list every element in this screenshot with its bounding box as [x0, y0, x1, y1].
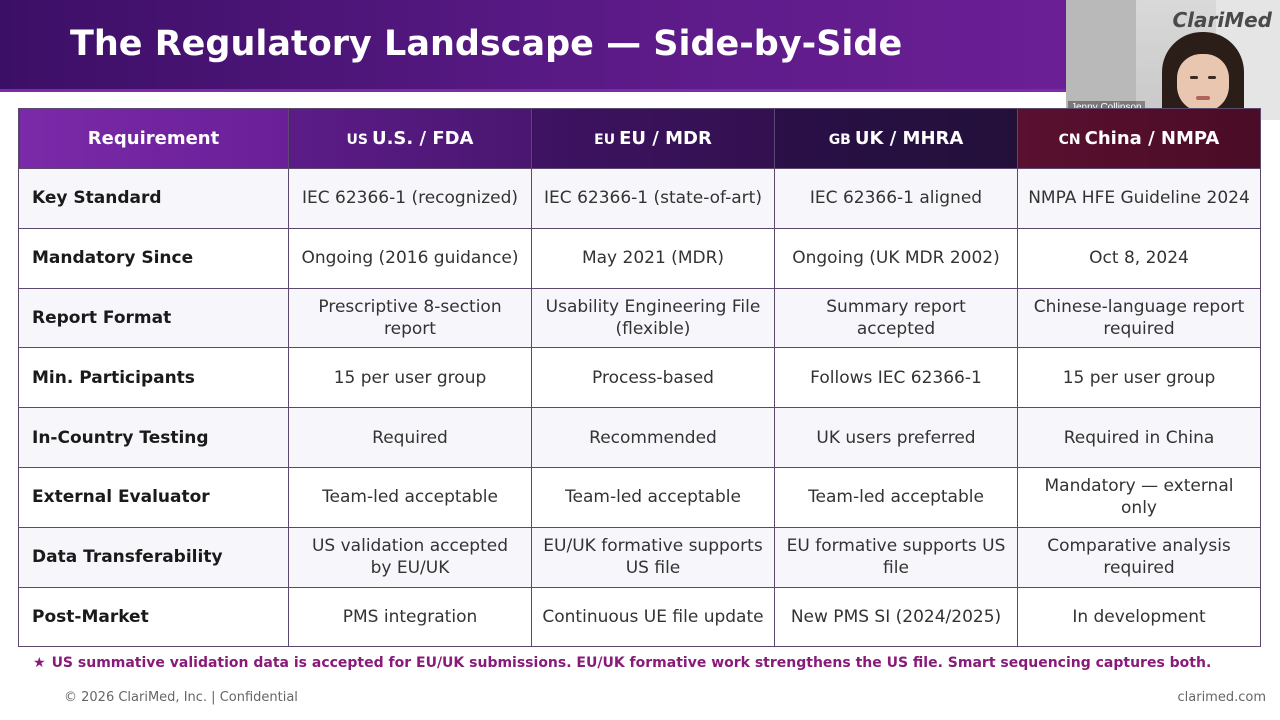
table-cell: PMS integration: [288, 586, 532, 648]
title-bar: The Regulatory Landscape — Side-by-Side: [0, 0, 1066, 92]
header-label: China / NMPA: [1084, 128, 1220, 149]
table-cell: NMPA HFE Guideline 2024: [1017, 168, 1261, 229]
header-label: U.S. / FDA: [371, 128, 474, 149]
header-label: UK / MHRA: [854, 128, 964, 149]
regulatory-comparison-table: Requirement US U.S. / FDA EU EU / MDR GB UK…: [18, 108, 1261, 648]
table-cell: Recommended: [531, 407, 775, 468]
header-label: Requirement: [87, 128, 220, 149]
table-cell: EU/UK formative supports US file: [531, 526, 775, 588]
table-cell: New PMS SI (2024/2025): [774, 586, 1018, 648]
row-label: Key Standard: [18, 168, 289, 229]
table-cell: Ongoing (UK MDR 2002): [774, 227, 1018, 289]
header-uk-mhra: GB UK / MHRA: [774, 108, 1018, 169]
table-cell: Usability Engineering File (flexible): [531, 287, 775, 349]
table-cell: Summary report accepted: [774, 287, 1018, 349]
table-cell: Mandatory — external only: [1017, 466, 1261, 528]
header-requirement: Requirement: [18, 108, 289, 169]
table-cell: IEC 62366-1 aligned: [774, 168, 1018, 229]
video-background: [1066, 0, 1136, 120]
table-row: Key Standard IEC 62366-1 (recognized) IE…: [18, 168, 1261, 229]
table-row: Min. Participants 15 per user group Proc…: [18, 347, 1261, 409]
gb-flag-icon: GB: [828, 132, 851, 148]
table-cell: Chinese-language report required: [1017, 287, 1261, 349]
header-label: EU / MDR: [619, 128, 712, 149]
table-cell: Team-led acceptable: [288, 466, 532, 528]
table-row: Report Format Prescriptive 8-section rep…: [18, 287, 1261, 349]
table-cell: Comparative analysis required: [1017, 526, 1261, 588]
table-cell: May 2021 (MDR): [531, 227, 775, 289]
footnote: ★ US summative validation data is accepte…: [33, 655, 1211, 671]
table-row: In-Country Testing Required Recommended …: [18, 407, 1261, 468]
cn-flag-icon: CN: [1058, 132, 1081, 148]
website-url: clarimed.com: [1177, 690, 1267, 705]
table-cell: Ongoing (2016 guidance): [288, 227, 532, 289]
table-cell: Team-led acceptable: [774, 466, 1018, 528]
table-cell: Required in China: [1017, 407, 1261, 468]
row-label: In-Country Testing: [18, 407, 289, 468]
presenter-eye: [1190, 76, 1198, 79]
table-cell: Oct 8, 2024: [1017, 227, 1261, 289]
row-label: Min. Participants: [18, 347, 289, 409]
star-icon: ★: [33, 655, 46, 671]
header-eu-mdr: EU EU / MDR: [531, 108, 775, 169]
row-label: External Evaluator: [18, 466, 289, 528]
table-cell: Follows IEC 62366-1: [774, 347, 1018, 409]
table-row: Mandatory Since Ongoing (2016 guidance) …: [18, 227, 1261, 289]
presenter-face: [1177, 54, 1229, 112]
footnote-text: US summative validation data is accepted…: [51, 655, 1212, 671]
table-row: Data Transferability US validation accep…: [18, 526, 1261, 588]
eu-flag-icon: EU: [594, 132, 616, 148]
presenter-mouth: [1196, 96, 1210, 100]
copyright-text: © 2026 ClariMed, Inc. | Confidential: [64, 690, 298, 705]
us-flag-icon: US: [346, 132, 368, 148]
presenter-video[interactable]: ClariMed Jenny Collinson: [1066, 0, 1280, 120]
table-cell: UK users preferred: [774, 407, 1018, 468]
table-cell: Team-led acceptable: [531, 466, 775, 528]
table-cell: IEC 62366-1 (recognized): [288, 168, 532, 229]
table-cell: EU formative supports US file: [774, 526, 1018, 588]
presenter-eye: [1208, 76, 1216, 79]
table-cell: 15 per user group: [1017, 347, 1261, 409]
table-header-row: Requirement US U.S. / FDA EU EU / MDR GB UK…: [18, 108, 1261, 169]
row-label: Report Format: [18, 287, 289, 349]
table-cell: US validation accepted by EU/UK: [288, 526, 532, 588]
row-label: Data Transferability: [18, 526, 289, 588]
clarimed-logo: ClariMed: [1172, 8, 1272, 32]
header-china-nmpa: CN China / NMPA: [1017, 108, 1261, 169]
table-cell: In development: [1017, 586, 1261, 648]
table-cell: Required: [288, 407, 532, 468]
table-cell: Continuous UE file update: [531, 586, 775, 648]
row-label: Post-Market: [18, 586, 289, 648]
table-cell: Process-based: [531, 347, 775, 409]
row-label: Mandatory Since: [18, 227, 289, 289]
table-row: External Evaluator Team-led acceptable T…: [18, 466, 1261, 528]
table-cell: 15 per user group: [288, 347, 532, 409]
table-cell: IEC 62366-1 (state-of-art): [531, 168, 775, 229]
table-cell: Prescriptive 8-section report: [288, 287, 532, 349]
table-row: Post-Market PMS integration Continuous U…: [18, 586, 1261, 648]
header-us-fda: US U.S. / FDA: [288, 108, 532, 169]
slide-title: The Regulatory Landscape — Side-by-Side: [70, 24, 903, 64]
